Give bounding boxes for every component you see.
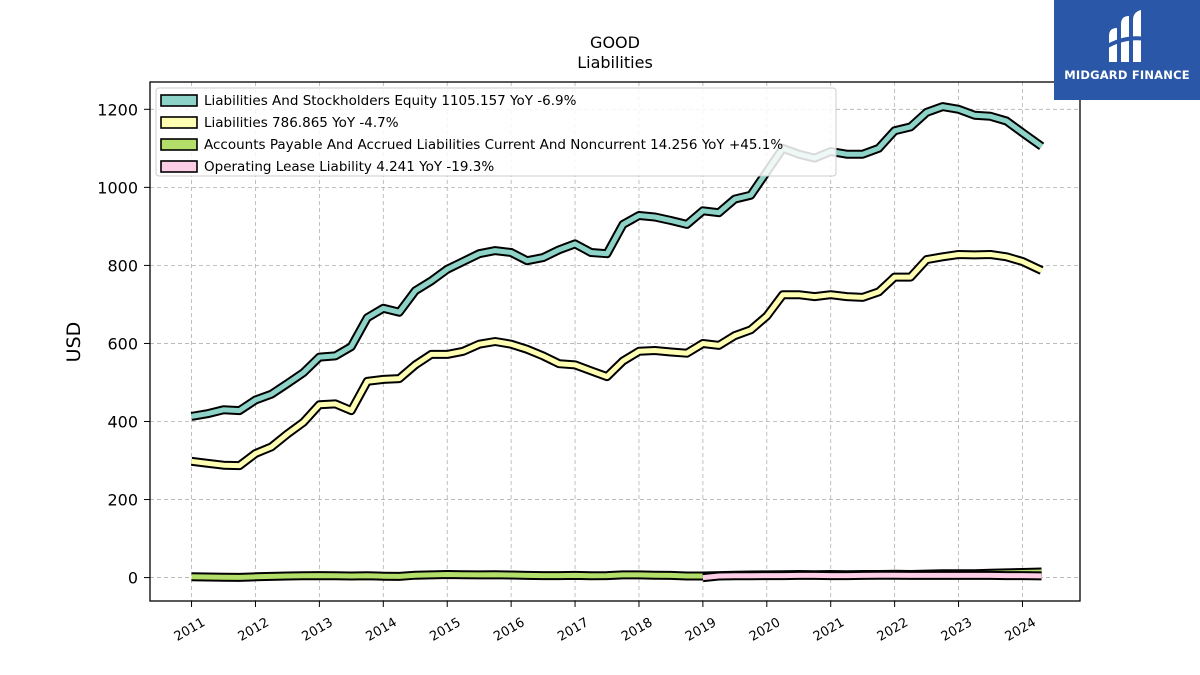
x-tick-label: 2017 xyxy=(555,615,591,645)
midgard-logo-icon xyxy=(1102,10,1151,62)
legend-box xyxy=(155,87,837,177)
series-lines xyxy=(190,102,1045,583)
y-tick-label: 0 xyxy=(128,569,138,588)
series-line xyxy=(702,572,1042,581)
series-1 xyxy=(190,250,1044,471)
legend-label: Liabilities 786.865 YoY -4.7% xyxy=(204,115,399,131)
series-3 xyxy=(702,570,1042,583)
x-tick-label: 2015 xyxy=(427,615,463,645)
chart-subtitle: Liabilities xyxy=(577,53,653,72)
chart-title: GOOD xyxy=(590,33,640,52)
legend-label: Liabilities And Stockholders Equity 1105… xyxy=(204,93,577,109)
y-tick-label: 1200 xyxy=(97,100,138,119)
x-tick-label: 2013 xyxy=(300,615,336,645)
y-tick-label: 400 xyxy=(107,412,138,431)
x-tick-label: 2024 xyxy=(1003,615,1039,645)
legend-item: Accounts Payable And Accrued Liabilities… xyxy=(160,137,783,153)
legend-item: Liabilities And Stockholders Equity 1105… xyxy=(160,93,577,109)
x-tick-label: 2014 xyxy=(363,615,399,645)
plot-frame xyxy=(149,81,1081,602)
y-tick-label: 800 xyxy=(107,256,138,275)
y-tick-label: 600 xyxy=(107,334,138,353)
y-axis: 0 200 400 600 800 1000 1200 xyxy=(97,100,150,588)
x-tick-label: 2018 xyxy=(619,615,655,645)
legend-swatch xyxy=(160,94,198,107)
y-tick-label: 1000 xyxy=(97,178,138,197)
x-tick-label: 2020 xyxy=(747,615,783,645)
x-tick-label: 2019 xyxy=(683,615,719,645)
y-tick-label: 200 xyxy=(107,491,138,510)
legend-swatch xyxy=(160,138,198,151)
legend: Liabilities And Stockholders Equity 1105… xyxy=(155,87,837,177)
legend-label: Accounts Payable And Accrued Liabilities… xyxy=(204,137,783,153)
x-axis: 2011 2012 2013 2014 2015 2016 2017 2018 2019 2020… xyxy=(172,601,1039,645)
x-tick-label: 2022 xyxy=(875,615,911,645)
x-tick-label: 2021 xyxy=(811,615,847,645)
brand-name: MIDGARD FINANCE xyxy=(1064,68,1190,82)
legend-item: Operating Lease Liability 4.241 YoY -19.… xyxy=(160,159,494,175)
legend-swatch xyxy=(160,160,198,173)
x-tick-label: 2016 xyxy=(491,615,527,645)
brand-logo: MIDGARD FINANCE xyxy=(1054,0,1200,100)
legend-item: Liabilities 786.865 YoY -4.7% xyxy=(160,115,399,131)
series-0 xyxy=(190,102,1045,421)
legend-label: Operating Lease Liability 4.241 YoY -19.… xyxy=(204,159,494,175)
x-tick-label: 2012 xyxy=(236,615,272,645)
y-axis-label: USD xyxy=(63,322,85,363)
legend-swatch xyxy=(160,116,198,129)
x-tick-label: 2023 xyxy=(939,615,975,645)
series-line xyxy=(191,252,1043,469)
x-tick-label: 2011 xyxy=(172,615,208,645)
series-line xyxy=(191,104,1044,419)
